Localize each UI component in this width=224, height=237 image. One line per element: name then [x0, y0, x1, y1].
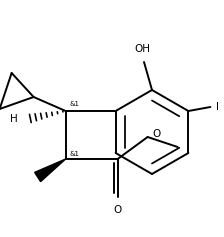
- Text: O: O: [114, 205, 122, 215]
- Text: &1: &1: [70, 101, 80, 107]
- Text: O: O: [153, 129, 161, 139]
- Text: I: I: [216, 102, 219, 112]
- Text: H: H: [10, 114, 18, 124]
- Polygon shape: [35, 159, 66, 182]
- Text: &1: &1: [70, 151, 80, 157]
- Text: OH: OH: [134, 44, 150, 54]
